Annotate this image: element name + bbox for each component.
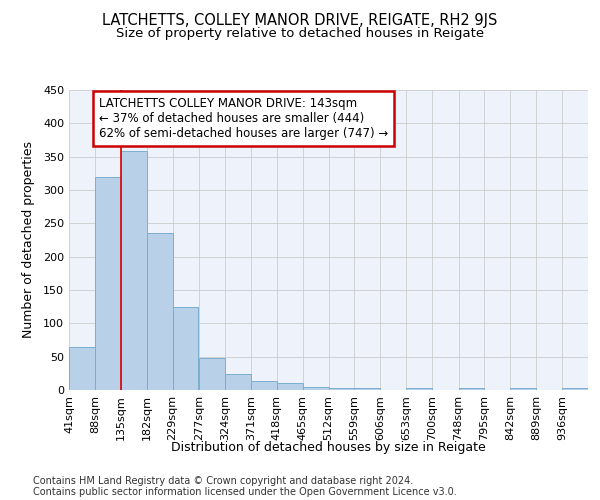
Bar xyxy=(251,380,277,390)
Bar xyxy=(562,388,588,390)
Text: Distribution of detached houses by size in Reigate: Distribution of detached houses by size … xyxy=(172,441,486,454)
Text: Contains public sector information licensed under the Open Government Licence v3: Contains public sector information licen… xyxy=(33,487,457,497)
Bar xyxy=(173,306,199,390)
Bar xyxy=(355,388,380,390)
Bar xyxy=(329,388,355,390)
Bar xyxy=(146,234,173,390)
Bar xyxy=(406,388,432,390)
Bar xyxy=(511,388,536,390)
Bar xyxy=(277,384,302,390)
Bar xyxy=(225,374,251,390)
Bar xyxy=(199,358,225,390)
Bar xyxy=(458,388,484,390)
Text: Size of property relative to detached houses in Reigate: Size of property relative to detached ho… xyxy=(116,28,484,40)
Text: LATCHETTS, COLLEY MANOR DRIVE, REIGATE, RH2 9JS: LATCHETTS, COLLEY MANOR DRIVE, REIGATE, … xyxy=(103,12,497,28)
Bar xyxy=(69,346,95,390)
Text: LATCHETTS COLLEY MANOR DRIVE: 143sqm
← 37% of detached houses are smaller (444)
: LATCHETTS COLLEY MANOR DRIVE: 143sqm ← 3… xyxy=(99,96,388,140)
Text: Contains HM Land Registry data © Crown copyright and database right 2024.: Contains HM Land Registry data © Crown c… xyxy=(33,476,413,486)
Y-axis label: Number of detached properties: Number of detached properties xyxy=(22,142,35,338)
Bar xyxy=(302,386,329,390)
Bar xyxy=(95,176,121,390)
Bar xyxy=(121,152,146,390)
